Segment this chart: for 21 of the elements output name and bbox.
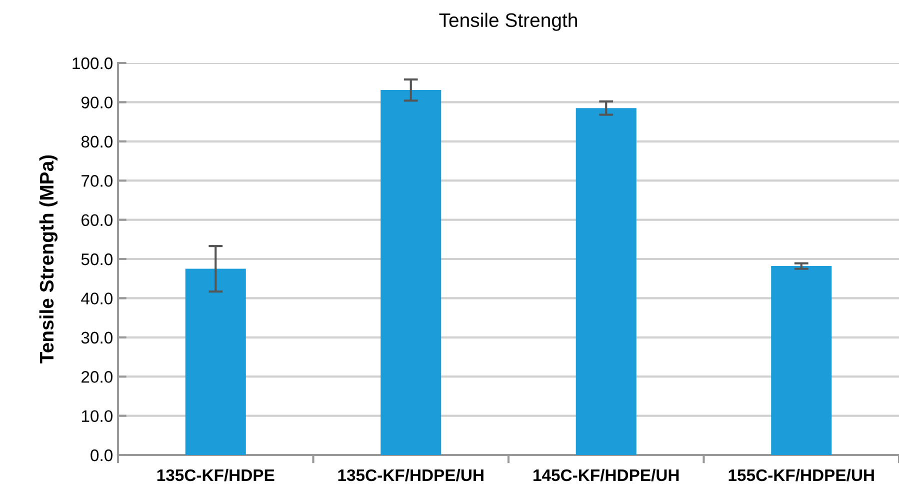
bar bbox=[576, 108, 636, 455]
y-tick-label: 70.0 bbox=[82, 175, 112, 187]
y-tick-label: 80.0 bbox=[81, 136, 112, 148]
bar bbox=[771, 266, 832, 455]
y-tick-label: 100.0 bbox=[72, 57, 112, 70]
x-tick-label: 145C-KF/HDPE/UH bbox=[534, 468, 679, 482]
bar bbox=[380, 90, 442, 455]
y-tick-label: 30.0 bbox=[81, 332, 112, 344]
y-tick-label: 90.0 bbox=[81, 96, 112, 108]
y-tick-label: 50.0 bbox=[81, 253, 112, 266]
x-tick-label: 135C-KF/HDPE bbox=[157, 468, 274, 482]
x-tick-label: 155C-KF/HDPE/UH bbox=[728, 468, 874, 482]
y-tick-label: 20.0 bbox=[82, 371, 112, 383]
x-tick-label: 135C-KF/HDPE/UH bbox=[338, 468, 484, 482]
y-tick-label: 0.0 bbox=[90, 449, 112, 462]
bar bbox=[185, 268, 246, 455]
y-tick-label: 40.0 bbox=[81, 292, 112, 304]
y-tick-label: 10.0 bbox=[82, 410, 112, 422]
y-tick-label: 60.0 bbox=[82, 214, 112, 226]
chart-title: Tensile Strength bbox=[439, 12, 577, 31]
y-axis-title: Tensile Strength (MPa) bbox=[39, 155, 58, 364]
